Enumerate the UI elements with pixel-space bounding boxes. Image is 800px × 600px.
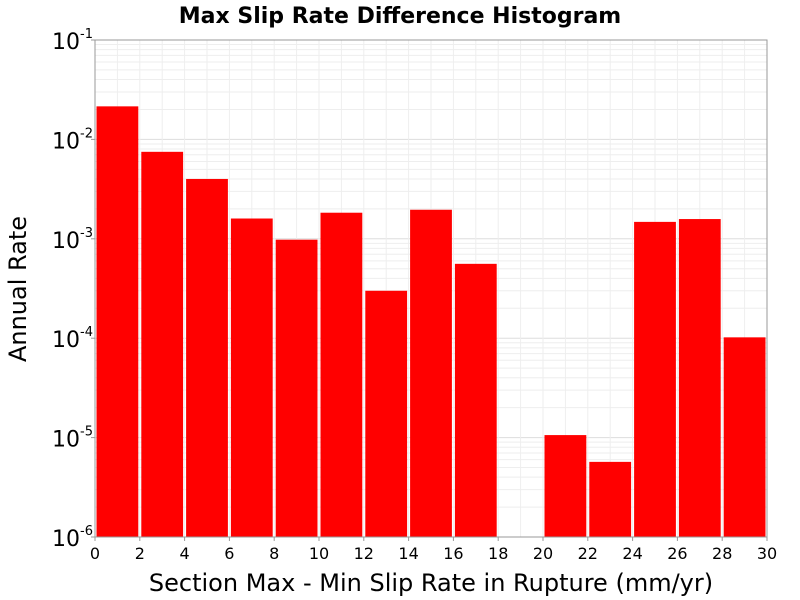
x-tick-label: 8 — [269, 544, 279, 563]
x-tick-label: 4 — [180, 544, 190, 563]
y-tick-label: 10-6 — [52, 524, 93, 552]
histogram-bar — [365, 290, 408, 537]
histogram-bar — [723, 337, 766, 537]
y-axis-label: Annual Rate — [4, 216, 32, 362]
histogram-bar — [96, 106, 139, 537]
histogram-bar — [275, 239, 318, 538]
x-tick-label: 2 — [135, 544, 145, 563]
y-tick-label: 10-3 — [52, 226, 93, 254]
histogram-bar — [230, 218, 273, 537]
plot-area-frame — [94, 39, 768, 538]
histogram-bar — [141, 151, 184, 537]
y-tick-label: 10-5 — [52, 425, 93, 453]
y-tick-label: 10-4 — [52, 325, 93, 353]
x-tick-label: 16 — [443, 544, 463, 563]
x-tick-label: 24 — [622, 544, 642, 563]
x-tick-label: 14 — [398, 544, 418, 563]
y-axis-ticks: 10-1 10-2 10-3 10-4 10-5 10-6 — [52, 27, 95, 552]
x-tick-label: 6 — [224, 544, 234, 563]
y-tick-label: 10-2 — [52, 126, 93, 154]
histogram-bar — [186, 178, 228, 537]
histogram-bar — [454, 263, 497, 537]
histogram-bar — [634, 221, 676, 538]
x-tick-label: 18 — [488, 544, 508, 563]
x-tick-label: 26 — [667, 544, 687, 563]
chart-title: Max Slip Rate Difference Histogram — [179, 4, 621, 29]
x-tick-label: 20 — [533, 544, 553, 563]
x-tick-label: 30 — [757, 544, 777, 563]
bar-series — [96, 106, 766, 538]
x-tick-label: 12 — [354, 544, 374, 563]
x-tick-label: 10 — [309, 544, 329, 563]
histogram-bar — [589, 461, 632, 537]
x-axis-ticks: 0 2 4 6 8 10 12 14 16 18 20 22 24 26 28 30 — [90, 537, 777, 563]
x-tick-label: 28 — [712, 544, 732, 563]
x-tick-label: 0 — [90, 544, 100, 563]
histogram-bar — [678, 219, 721, 538]
histogram-bar — [544, 435, 587, 537]
histogram-bar — [410, 209, 452, 537]
y-tick-label: 10-1 — [52, 27, 93, 55]
x-axis-label: Section Max - Min Slip Rate in Rupture (… — [149, 569, 713, 597]
histogram-bar — [320, 212, 363, 538]
x-tick-label: 22 — [578, 544, 598, 563]
